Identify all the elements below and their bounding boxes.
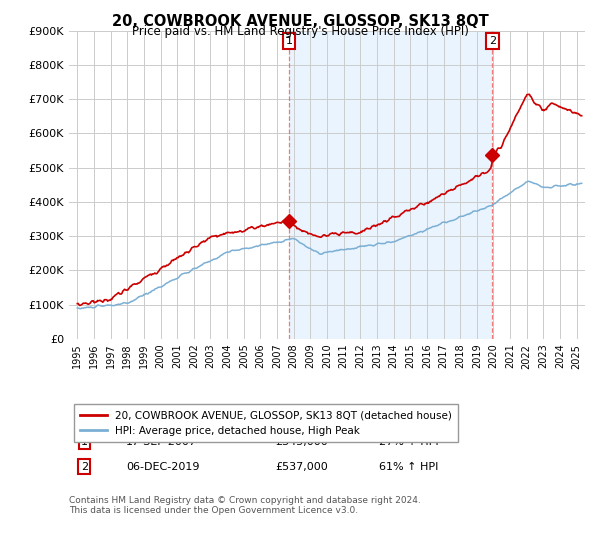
Text: 20, COWBROOK AVENUE, GLOSSOP, SK13 8QT: 20, COWBROOK AVENUE, GLOSSOP, SK13 8QT bbox=[112, 14, 488, 29]
Text: 1: 1 bbox=[286, 36, 293, 46]
Text: £345,000: £345,000 bbox=[275, 437, 328, 447]
Text: Contains HM Land Registry data © Crown copyright and database right 2024.
This d: Contains HM Land Registry data © Crown c… bbox=[69, 496, 421, 515]
Text: 61% ↑ HPI: 61% ↑ HPI bbox=[379, 461, 438, 472]
Text: 1: 1 bbox=[81, 437, 88, 447]
Legend: 20, COWBROOK AVENUE, GLOSSOP, SK13 8QT (detached house), HPI: Average price, det: 20, COWBROOK AVENUE, GLOSSOP, SK13 8QT (… bbox=[74, 404, 458, 442]
Text: 17-SEP-2007: 17-SEP-2007 bbox=[126, 437, 197, 447]
Text: 2: 2 bbox=[81, 461, 88, 472]
Text: Price paid vs. HM Land Registry's House Price Index (HPI): Price paid vs. HM Land Registry's House … bbox=[131, 25, 469, 38]
Text: 06-DEC-2019: 06-DEC-2019 bbox=[126, 461, 199, 472]
Text: £537,000: £537,000 bbox=[275, 461, 328, 472]
Text: 2: 2 bbox=[489, 36, 496, 46]
Bar bbox=[289, 31, 492, 339]
Text: 27% ↑ HPI: 27% ↑ HPI bbox=[379, 437, 438, 447]
